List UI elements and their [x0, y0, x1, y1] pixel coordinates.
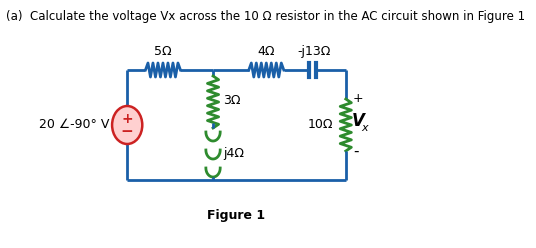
Text: -j13Ω: -j13Ω — [297, 45, 331, 58]
Text: x: x — [362, 123, 368, 133]
Text: +: + — [353, 93, 363, 105]
Text: 10Ω: 10Ω — [308, 119, 333, 131]
Circle shape — [112, 106, 142, 144]
Text: 4Ω: 4Ω — [257, 45, 275, 58]
Text: -: - — [353, 144, 359, 158]
Text: (a)  Calculate the voltage Vx across the 10 Ω resistor in the AC circuit shown i: (a) Calculate the voltage Vx across the … — [6, 10, 525, 23]
Text: V: V — [352, 112, 365, 130]
Text: 20 ∠-90° V: 20 ∠-90° V — [39, 119, 109, 131]
Text: −: − — [121, 124, 133, 139]
Text: 3Ω: 3Ω — [224, 93, 241, 106]
Text: 5Ω: 5Ω — [154, 45, 172, 58]
Text: +: + — [121, 112, 133, 126]
Text: j4Ω: j4Ω — [224, 148, 244, 160]
Text: Figure 1: Figure 1 — [207, 210, 265, 222]
